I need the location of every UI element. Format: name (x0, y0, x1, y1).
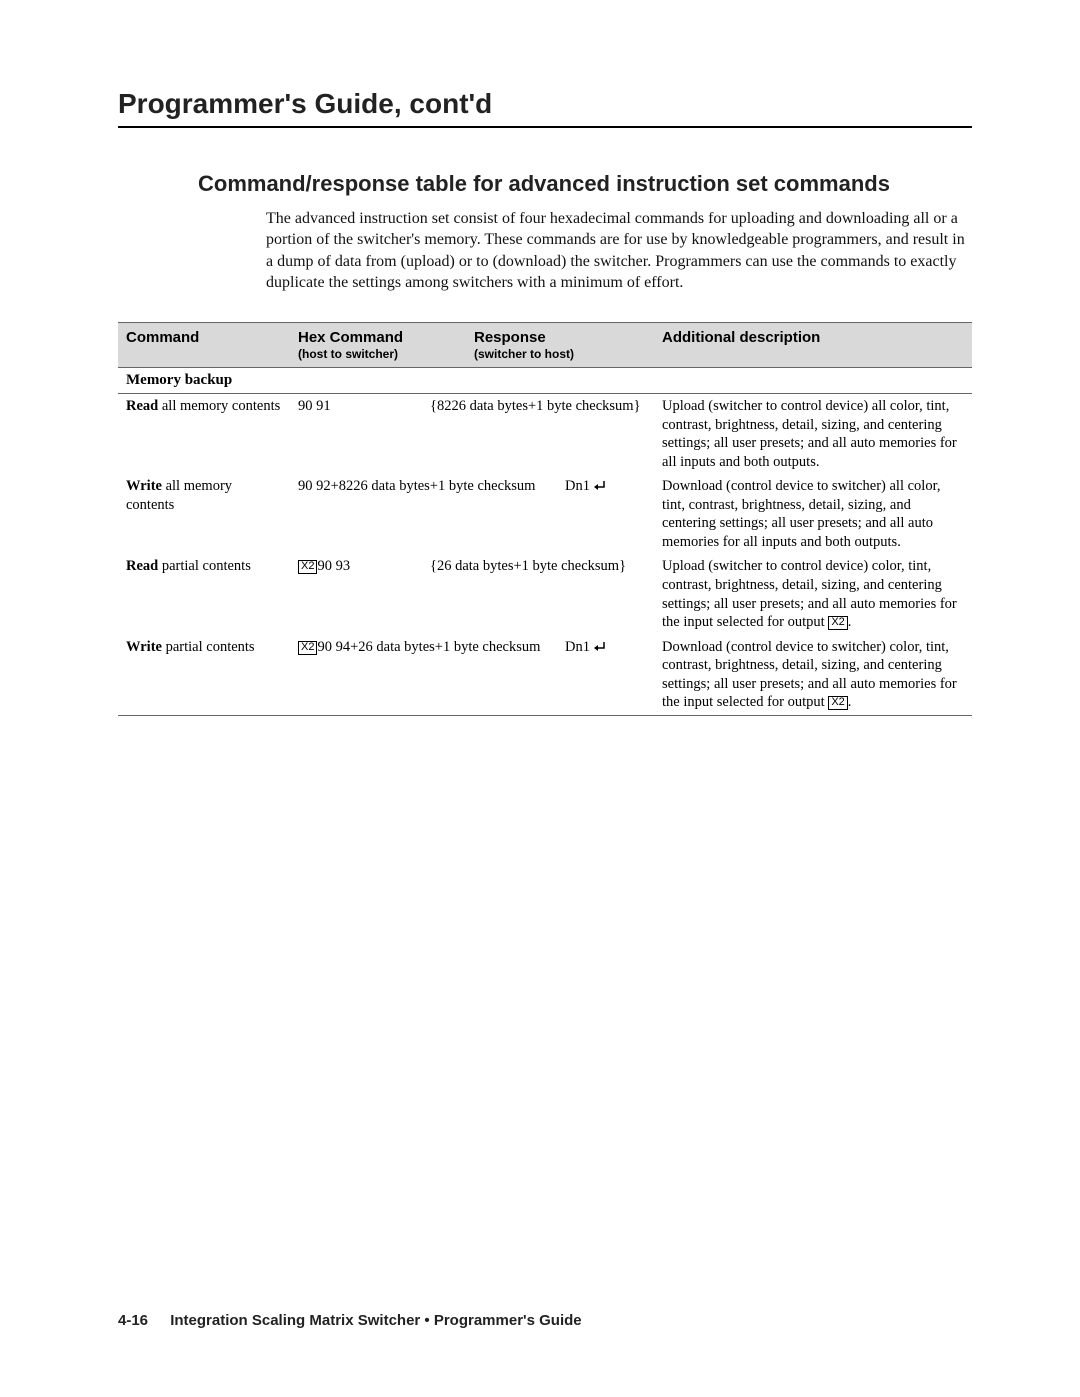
footer-text: Integration Scaling Matrix Switcher • Pr… (170, 1312, 581, 1329)
page-number: 4-16 (118, 1312, 148, 1329)
page-footer: 4-16 Integration Scaling Matrix Switcher… (118, 1312, 582, 1329)
table-section-row: Memory backup (118, 367, 972, 393)
cell-response: {8226 data bytes+1 byte checksum} (430, 394, 618, 475)
cell-description: Upload (switcher to control device) colo… (654, 554, 972, 634)
cell-command: Write all memory contents (118, 474, 290, 554)
th-hex: Hex Command (host to switcher) (290, 322, 466, 367)
section-label: Memory backup (118, 367, 972, 393)
table-row: Read all memory contents90 91{8226 data … (118, 394, 972, 475)
cell-hex-wide: 90 92+8226 data bytes+1 byte checksumDn1 (290, 474, 654, 554)
section-title: Command/response table for advanced inst… (198, 170, 972, 198)
th-desc-label: Additional description (662, 329, 820, 346)
x2-token: X2 (298, 641, 317, 655)
table-header-row: Command Hex Command (host to switcher) R… (118, 322, 972, 367)
th-response-label: Response (474, 329, 546, 346)
cell-command: Write partial contents (118, 635, 290, 716)
cell-command: Read partial contents (118, 554, 290, 634)
x2-token: X2 (298, 560, 317, 574)
command-table: Command Hex Command (host to switcher) R… (118, 322, 972, 716)
cell-description: Upload (switcher to control device) all … (654, 394, 972, 475)
table-row: Write all memory contents90 92+8226 data… (118, 474, 972, 554)
intro-paragraph: The advanced instruction set consist of … (266, 208, 972, 294)
page: Programmer's Guide, cont'd Command/respo… (0, 0, 1080, 716)
return-icon (592, 641, 606, 653)
table-body: Memory backup Read all memory contents90… (118, 367, 972, 715)
cell-hex-wide: X290 94+26 data bytes+1 byte checksumDn1 (290, 635, 654, 716)
th-desc: Additional description (654, 322, 972, 367)
return-icon (592, 480, 606, 492)
cell-description: Download (control device to switcher) al… (654, 474, 972, 554)
cell-response: Dn1 (565, 638, 606, 657)
x2-token: X2 (828, 616, 847, 630)
chapter-title: Programmer's Guide, cont'd (118, 88, 972, 128)
cell-description: Download (control device to switcher) co… (654, 635, 972, 716)
th-response: Response (switcher to host) (466, 322, 654, 367)
table-row: Read partial contentsX290 93{26 data byt… (118, 554, 972, 634)
th-command: Command (118, 322, 290, 367)
th-hex-label: Hex Command (298, 329, 403, 346)
cell-response: {26 data bytes+1 byte checksum} (430, 554, 618, 634)
th-command-label: Command (126, 329, 199, 346)
cell-command: Read all memory contents (118, 394, 290, 475)
table-row: Write partial contentsX290 94+26 data by… (118, 635, 972, 716)
th-hex-sub: (host to switcher) (298, 347, 458, 361)
th-response-sub: (switcher to host) (474, 347, 646, 361)
x2-token: X2 (828, 696, 847, 710)
cell-response: Dn1 (565, 477, 606, 496)
